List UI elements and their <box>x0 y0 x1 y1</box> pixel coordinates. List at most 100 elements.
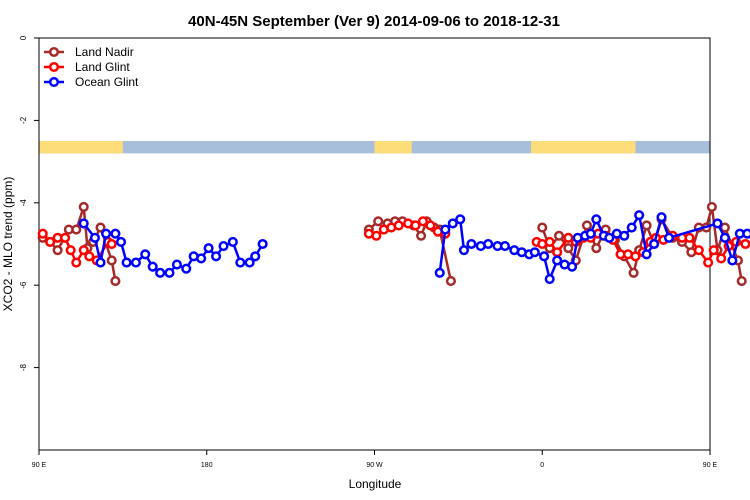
data-point <box>736 276 747 287</box>
data-point <box>140 249 151 260</box>
data-point <box>727 255 738 266</box>
data-point <box>106 255 117 266</box>
data-point <box>641 249 652 260</box>
data-point <box>539 251 550 262</box>
legend-label: Ocean Glint <box>75 75 139 89</box>
data-point <box>641 220 652 231</box>
data-point <box>417 216 429 227</box>
data-point <box>425 220 436 231</box>
data-point <box>95 222 106 233</box>
y-tick-label: -6 <box>19 281 28 289</box>
data-point <box>37 228 48 239</box>
data-point <box>101 228 112 239</box>
land-segment-1 <box>374 141 412 154</box>
data-point <box>628 267 639 278</box>
x-tick-label: 90 W <box>366 462 383 469</box>
data-point <box>440 224 451 235</box>
data-point <box>553 230 565 241</box>
land-segment-0 <box>39 141 123 154</box>
legend-item-ocean-glint: Ocean Glint <box>44 75 139 89</box>
data-point <box>703 257 714 268</box>
data-point <box>181 263 192 274</box>
legend-label: Land Glint <box>75 60 130 74</box>
data-point <box>89 232 100 243</box>
legend-item-land-glint: Land Glint <box>44 60 130 74</box>
y-tick-label: -2 <box>19 116 28 124</box>
data-point <box>45 236 56 247</box>
data-point <box>371 230 382 241</box>
data-point <box>466 238 477 250</box>
data-point <box>458 245 470 256</box>
data-point <box>203 243 214 254</box>
data-point <box>581 220 593 231</box>
y-axis: 0 -2 -4 -6 -8 <box>19 35 39 371</box>
data-point <box>84 251 95 262</box>
data-point <box>693 245 704 256</box>
data-point <box>591 214 602 225</box>
data-point <box>719 232 730 243</box>
data-point <box>544 236 555 247</box>
data-point <box>155 267 166 278</box>
data-point <box>708 245 719 256</box>
data-point <box>373 216 384 227</box>
data-point <box>742 228 750 239</box>
data-point <box>529 247 540 258</box>
legend-item-land-nadir: Land Nadir <box>44 45 134 59</box>
data-point <box>147 261 158 272</box>
data-point <box>211 251 222 262</box>
data-point <box>706 201 717 212</box>
data-point <box>740 238 750 250</box>
data-point <box>552 247 563 258</box>
data-point <box>634 210 645 221</box>
series-layer <box>37 201 750 287</box>
data-point <box>110 276 121 287</box>
data-point <box>455 214 466 225</box>
y-tick-label: -8 <box>19 363 28 371</box>
data-point <box>164 267 175 278</box>
series-land-glint <box>37 216 750 268</box>
data-point <box>712 218 723 229</box>
data-point <box>544 273 555 285</box>
x-axis-label: Longitude <box>349 477 402 491</box>
data-point <box>447 218 458 229</box>
data-point <box>604 232 615 243</box>
data-point <box>619 230 630 241</box>
data-point <box>218 241 229 252</box>
data-point <box>499 241 511 252</box>
data-point <box>416 230 427 241</box>
data-point <box>626 222 637 233</box>
data-point <box>663 232 675 243</box>
x-axis: 90 E 180 90 W 0 90 E <box>32 450 718 469</box>
legend-marker <box>48 76 60 88</box>
data-point <box>563 243 574 254</box>
data-point <box>250 251 261 262</box>
data-point <box>563 232 574 243</box>
legend-marker <box>48 61 60 73</box>
x-tick-label: 90 E <box>32 462 47 469</box>
data-point <box>649 238 660 250</box>
x-tick-label: 180 <box>201 462 213 469</box>
data-point <box>196 253 207 264</box>
legend-marker <box>48 46 60 58</box>
data-point <box>483 238 494 250</box>
land-segment-2 <box>531 141 636 154</box>
data-point <box>121 257 132 268</box>
data-point <box>95 257 106 268</box>
data-point <box>65 245 76 256</box>
data-point <box>585 228 596 239</box>
data-point <box>130 257 141 268</box>
land-ocean-strip <box>39 141 710 154</box>
data-point <box>115 236 127 247</box>
data-point <box>60 232 71 243</box>
data-point <box>257 238 268 250</box>
data-point <box>171 259 182 270</box>
data-point <box>445 276 456 287</box>
data-point <box>78 201 89 212</box>
series-ocean-glint <box>78 210 750 285</box>
data-point <box>71 224 82 235</box>
data-point <box>110 228 121 239</box>
data-point <box>71 257 82 268</box>
data-point <box>434 267 445 278</box>
